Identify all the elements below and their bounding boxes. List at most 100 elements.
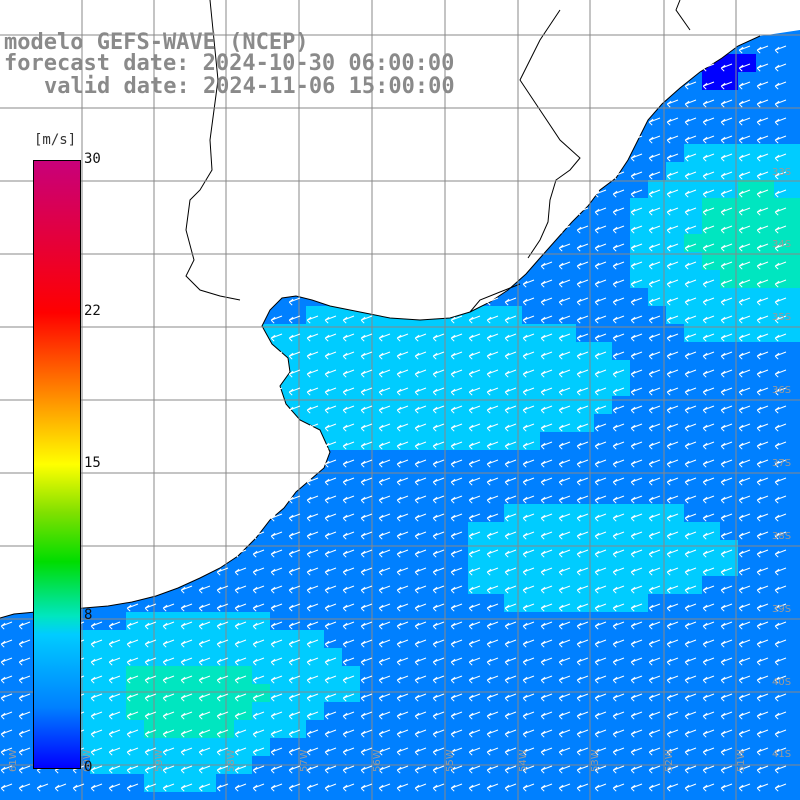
wind-cell	[396, 342, 414, 360]
wind-cell	[630, 720, 648, 738]
wind-cell	[648, 324, 666, 342]
wind-cell	[144, 684, 162, 702]
wind-arrow	[594, 243, 607, 252]
wind-cell	[432, 792, 450, 800]
wind-arrow	[432, 513, 445, 522]
wind-arrow	[612, 207, 625, 216]
wind-arrow	[756, 369, 769, 378]
wind-cell	[738, 432, 756, 450]
wind-cell	[720, 288, 738, 306]
wind-cell	[486, 738, 504, 756]
wind-arrow	[252, 729, 265, 738]
wind-cell	[126, 684, 144, 702]
wind-arrow	[378, 333, 391, 342]
wind-cell	[792, 324, 800, 342]
wind-cell	[684, 792, 702, 800]
wind-cell	[756, 144, 774, 162]
wind-arrow	[576, 369, 589, 378]
wind-cell	[198, 666, 216, 684]
wind-cell	[144, 648, 162, 666]
wind-arrow	[774, 747, 787, 756]
wind-arrow	[630, 495, 643, 504]
wind-arrow	[576, 423, 589, 432]
wind-arrow	[342, 657, 355, 666]
wind-arrow	[414, 387, 427, 396]
wind-cell	[288, 648, 306, 666]
wind-cell	[792, 630, 800, 648]
wind-arrow	[720, 603, 733, 612]
wind-cell	[0, 666, 18, 684]
wind-arrow	[756, 549, 769, 558]
wind-cell	[486, 540, 504, 558]
wind-arrow	[270, 657, 283, 666]
wind-cell	[630, 504, 648, 522]
wind-cell	[756, 594, 774, 612]
wind-cell	[162, 738, 180, 756]
wind-cell	[306, 720, 324, 738]
wind-cell	[234, 684, 252, 702]
wind-arrow	[756, 243, 769, 252]
wind-arrow	[666, 261, 679, 270]
wind-arrow	[342, 531, 355, 540]
wind-arrow	[612, 243, 625, 252]
wind-cell	[90, 684, 108, 702]
wind-arrow	[396, 531, 409, 540]
wind-arrow	[306, 657, 319, 666]
wind-cell	[558, 288, 576, 306]
wind-arrow	[180, 603, 193, 612]
wind-arrow	[756, 99, 769, 108]
wind-arrow	[756, 81, 769, 90]
wind-arrow	[468, 387, 481, 396]
wind-arrow	[684, 441, 697, 450]
wind-cell	[252, 792, 270, 800]
wind-cell	[738, 774, 756, 792]
wind-arrow	[504, 459, 517, 468]
wind-arrow	[756, 711, 769, 720]
wind-arrow	[684, 567, 697, 576]
wind-cell	[666, 774, 684, 792]
wind-arrow	[612, 189, 625, 198]
wind-arrow	[540, 531, 553, 540]
wind-arrow	[666, 657, 679, 666]
wind-arrow	[702, 765, 715, 774]
wind-arrow	[216, 765, 229, 774]
wind-arrow	[648, 459, 661, 468]
wind-arrow	[432, 459, 445, 468]
wind-cell	[558, 702, 576, 720]
wind-arrow	[630, 135, 643, 144]
wind-cell	[774, 594, 792, 612]
wind-cell	[126, 648, 144, 666]
wind-arrow	[288, 765, 301, 774]
wind-arrow	[144, 639, 157, 648]
longitude-label: 56W	[372, 749, 383, 772]
wind-cell	[630, 378, 648, 396]
wind-cell	[144, 774, 162, 792]
wind-cell	[756, 450, 774, 468]
wind-cell	[486, 630, 504, 648]
wind-arrow	[684, 99, 697, 108]
wind-arrow	[630, 765, 643, 774]
wind-arrow	[486, 567, 499, 576]
wind-cell	[630, 360, 648, 378]
wind-arrow	[432, 351, 445, 360]
wind-arrow	[756, 747, 769, 756]
wind-cell	[396, 450, 414, 468]
wind-cell	[612, 774, 630, 792]
wind-cell	[756, 198, 774, 216]
wind-arrow	[702, 657, 715, 666]
latitude-label: 33S	[772, 167, 791, 178]
wind-arrow	[414, 783, 427, 792]
wind-arrow	[756, 513, 769, 522]
wind-arrow	[198, 621, 211, 630]
wind-arrow	[756, 45, 769, 54]
wind-arrow	[396, 675, 409, 684]
wind-cell	[324, 666, 342, 684]
wind-cell	[702, 486, 720, 504]
wind-cell	[486, 594, 504, 612]
wind-arrow	[342, 729, 355, 738]
wind-cell	[324, 738, 342, 756]
wind-cell	[108, 612, 126, 630]
wind-cell	[666, 288, 684, 306]
wind-cell	[270, 540, 288, 558]
wind-arrow	[414, 369, 427, 378]
